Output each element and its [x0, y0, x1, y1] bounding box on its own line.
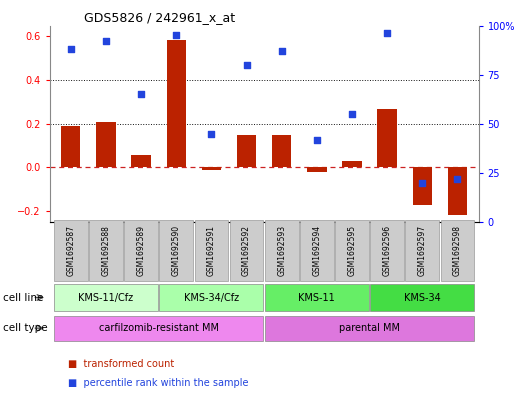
Text: cell type: cell type [3, 323, 47, 333]
Point [418, 180, 426, 186]
FancyBboxPatch shape [54, 220, 88, 281]
FancyBboxPatch shape [89, 220, 123, 281]
Point [66, 46, 75, 52]
Text: KMS-34: KMS-34 [404, 293, 441, 303]
FancyBboxPatch shape [160, 220, 193, 281]
Bar [343, 161, 362, 167]
Text: GSM1692597: GSM1692597 [418, 225, 427, 276]
Point [278, 48, 286, 54]
FancyBboxPatch shape [265, 316, 474, 340]
Point [383, 30, 391, 37]
Text: GSM1692595: GSM1692595 [347, 225, 357, 276]
Text: parental MM: parental MM [339, 323, 400, 333]
FancyBboxPatch shape [54, 285, 158, 311]
Bar [96, 121, 116, 167]
Text: GSM1692593: GSM1692593 [277, 225, 286, 276]
FancyBboxPatch shape [440, 220, 474, 281]
Text: GSM1692590: GSM1692590 [172, 225, 181, 276]
Text: GDS5826 / 242961_x_at: GDS5826 / 242961_x_at [84, 11, 235, 24]
FancyBboxPatch shape [124, 220, 158, 281]
Bar [307, 167, 326, 172]
FancyBboxPatch shape [405, 220, 439, 281]
FancyBboxPatch shape [265, 220, 299, 281]
Bar [378, 108, 397, 167]
Point [242, 62, 251, 68]
Bar [166, 40, 186, 167]
FancyBboxPatch shape [335, 220, 369, 281]
FancyBboxPatch shape [300, 220, 334, 281]
Text: GSM1692598: GSM1692598 [453, 225, 462, 276]
Text: GSM1692596: GSM1692596 [383, 225, 392, 276]
Point [348, 111, 356, 117]
Bar [272, 135, 291, 167]
Text: GSM1692587: GSM1692587 [66, 225, 75, 276]
Bar [61, 126, 81, 167]
Text: cell line: cell line [3, 292, 43, 303]
Text: ■  percentile rank within the sample: ■ percentile rank within the sample [68, 378, 248, 388]
FancyBboxPatch shape [370, 220, 404, 281]
FancyBboxPatch shape [370, 285, 474, 311]
Bar [237, 135, 256, 167]
Point [137, 91, 145, 97]
FancyBboxPatch shape [195, 220, 228, 281]
Bar [131, 156, 151, 167]
Text: KMS-11: KMS-11 [299, 293, 335, 303]
Point [102, 38, 110, 44]
Text: ■  transformed count: ■ transformed count [68, 358, 174, 369]
Bar [413, 167, 432, 205]
Text: KMS-11/Cfz: KMS-11/Cfz [78, 293, 133, 303]
FancyBboxPatch shape [230, 220, 264, 281]
Text: GSM1692589: GSM1692589 [137, 225, 145, 276]
Bar [202, 167, 221, 170]
Point [207, 130, 215, 137]
FancyBboxPatch shape [265, 285, 369, 311]
FancyBboxPatch shape [54, 316, 264, 340]
Point [453, 176, 462, 182]
Point [172, 32, 180, 39]
Point [313, 136, 321, 143]
Bar [448, 167, 467, 215]
Text: carfilzomib-resistant MM: carfilzomib-resistant MM [99, 323, 219, 333]
Text: GSM1692588: GSM1692588 [101, 225, 110, 276]
Text: KMS-34/Cfz: KMS-34/Cfz [184, 293, 239, 303]
Text: GSM1692594: GSM1692594 [312, 225, 321, 276]
Text: GSM1692592: GSM1692592 [242, 225, 251, 276]
Text: GSM1692591: GSM1692591 [207, 225, 216, 276]
FancyBboxPatch shape [160, 285, 264, 311]
